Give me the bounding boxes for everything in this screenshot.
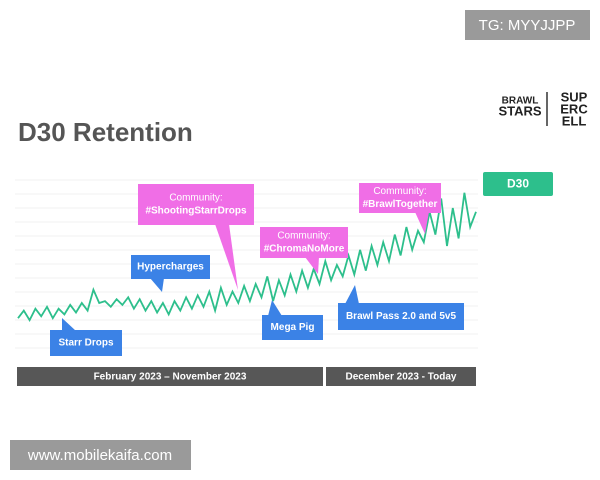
period-bar	[17, 367, 323, 386]
logo-text: ERC	[560, 101, 588, 116]
callout-box	[131, 255, 210, 279]
callout-box	[359, 183, 441, 213]
callout-text: Mega Pig	[271, 322, 315, 333]
chart-title: D30 Retention	[18, 117, 193, 147]
callout-text: Community:	[277, 231, 330, 242]
callout-box	[260, 227, 348, 258]
watermark-box	[10, 440, 191, 470]
legend-label: D30	[507, 177, 529, 191]
period-label: February 2023 – November 2023	[94, 372, 247, 383]
data-line	[17, 192, 477, 322]
callout-pointer	[268, 300, 282, 316]
callout-box	[338, 303, 464, 330]
tag: TG: MYYJJPP	[479, 17, 576, 34]
logo-text: ELL	[562, 113, 587, 128]
callout-text: Hypercharges	[137, 262, 204, 273]
callout-box	[138, 184, 254, 225]
period-bar	[326, 367, 476, 386]
callout-pointer	[305, 257, 319, 274]
callout-box	[50, 330, 122, 356]
watermark: www.mobilekaifa.com	[27, 447, 172, 464]
callout-box	[262, 315, 323, 340]
callout-text: #BrawlTogether	[363, 199, 438, 210]
callout-pointer	[415, 212, 429, 234]
logo-text: BRAWL	[502, 96, 539, 107]
callout-pointer	[345, 285, 359, 304]
tag-box	[465, 10, 590, 40]
callout-text: Brawl Pass 2.0 and 5v5	[346, 311, 457, 322]
logo-text: SUP	[561, 89, 588, 104]
legend-box	[483, 172, 553, 196]
callout-pointer	[215, 224, 238, 290]
callout-text: Community:	[373, 186, 426, 197]
period-label: December 2023 - Today	[346, 372, 457, 383]
callout-text: Starr Drops	[58, 338, 113, 349]
logo-text: STARS	[498, 103, 541, 118]
callout-text: #ChromaNoMore	[264, 244, 345, 255]
callout-text: Community:	[169, 193, 222, 204]
callout-pointer	[150, 278, 164, 292]
callout-text: #ShootingStarrDrops	[145, 206, 247, 217]
callout-pointer	[62, 318, 76, 331]
